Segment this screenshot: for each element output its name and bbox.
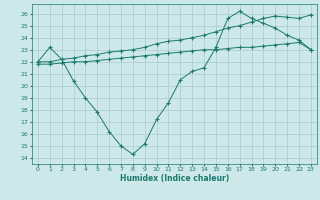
X-axis label: Humidex (Indice chaleur): Humidex (Indice chaleur) [120, 174, 229, 183]
